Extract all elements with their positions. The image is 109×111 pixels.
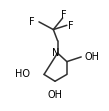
Text: OH: OH (48, 90, 63, 100)
Text: F: F (68, 21, 74, 31)
Text: OH: OH (85, 52, 100, 62)
Text: N: N (52, 48, 60, 58)
Text: HO: HO (15, 69, 30, 79)
Text: F: F (29, 17, 35, 27)
Text: F: F (61, 10, 67, 20)
